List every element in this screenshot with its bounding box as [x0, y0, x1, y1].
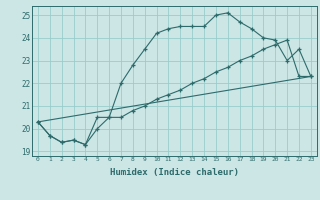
X-axis label: Humidex (Indice chaleur): Humidex (Indice chaleur) — [110, 168, 239, 177]
